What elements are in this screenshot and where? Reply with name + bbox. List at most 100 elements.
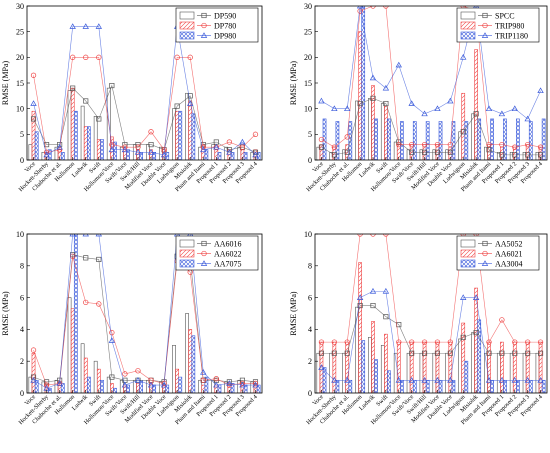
line-marker: [252, 380, 259, 387]
y-tick-label: 30: [16, 2, 24, 11]
line-marker: [434, 350, 440, 356]
legend-swatch: [460, 21, 476, 30]
axes-frame: [314, 233, 548, 394]
legend-label: TRIP1180: [495, 32, 528, 41]
line-marker: [70, 54, 76, 60]
y-axis-label: RMSE (MPa): [289, 61, 298, 106]
line-marker: [434, 141, 441, 148]
line-marker: [147, 381, 155, 388]
line-marker: [200, 369, 207, 375]
y-tick-label: 20: [304, 53, 312, 62]
line-marker: [486, 147, 492, 153]
bar: [188, 329, 193, 393]
y-tick-label: 8: [20, 262, 24, 271]
line-marker: [422, 350, 428, 356]
bar: [332, 341, 337, 393]
line-marker: [409, 141, 415, 148]
line-marker: [486, 339, 492, 345]
line-marker: [344, 376, 351, 383]
line-marker: [109, 374, 115, 380]
bar: [525, 341, 530, 393]
bar: [522, 352, 527, 393]
line-marker: [239, 138, 246, 145]
line-marker: [56, 380, 63, 386]
bar: [80, 343, 85, 393]
line-marker: [537, 376, 544, 383]
bar: [175, 368, 180, 393]
line-marker: [82, 23, 89, 29]
legend-marker: [200, 260, 208, 266]
legend-swatch: [460, 11, 476, 20]
bar: [406, 352, 411, 393]
bar: [175, 110, 180, 160]
line-marker: [395, 376, 402, 383]
bar: [371, 85, 375, 160]
series-line: [33, 234, 256, 389]
line-marker: [356, 6, 364, 9]
y-tick-label: 25: [16, 27, 24, 36]
bar: [119, 146, 124, 160]
bar: [474, 49, 478, 160]
line-marker: [213, 376, 219, 382]
line-marker: [147, 148, 155, 155]
line-marker: [344, 339, 350, 345]
legend-marker: [200, 32, 208, 38]
line-marker: [344, 134, 350, 140]
bar: [322, 118, 327, 160]
line-marker: [239, 380, 246, 387]
bar: [100, 139, 104, 160]
line-marker: [43, 151, 50, 158]
bar: [464, 360, 469, 393]
bar: [80, 105, 85, 160]
line-marker: [369, 74, 377, 81]
line-marker: [421, 376, 428, 383]
series-line: [321, 6, 541, 120]
line-marker: [421, 339, 428, 345]
line-marker: [135, 368, 141, 374]
bar: [464, 121, 469, 160]
line-marker: [226, 148, 233, 155]
bar: [361, 6, 366, 160]
bar: [342, 352, 346, 393]
y-tick-label: 6: [20, 293, 24, 302]
legend-label: DP590: [214, 12, 236, 21]
line-marker: [83, 299, 89, 306]
y-axis-label: RMSE (MPa): [289, 291, 298, 336]
line-marker: [252, 131, 259, 137]
line-marker: [382, 287, 390, 294]
line-marker: [357, 100, 363, 107]
line-marker: [357, 8, 363, 14]
line-marker: [121, 381, 129, 388]
line-marker: [511, 376, 518, 383]
bar: [113, 141, 117, 160]
line-marker: [30, 100, 37, 106]
bar: [83, 126, 88, 160]
line-marker: [318, 144, 324, 150]
line-marker: [186, 100, 194, 106]
line-marker: [524, 376, 531, 383]
bar: [461, 322, 466, 393]
line-marker: [473, 330, 479, 336]
legend-marker: [482, 240, 488, 247]
bar: [96, 368, 101, 393]
line-marker: [382, 84, 390, 91]
line-marker: [331, 376, 338, 383]
line-marker: [485, 376, 493, 383]
legend-label: AA6021: [495, 250, 523, 259]
bar: [83, 357, 88, 393]
bar: [374, 118, 378, 160]
legend-label: AA6016: [214, 240, 242, 249]
line-marker: [226, 380, 233, 386]
bar: [380, 103, 385, 160]
bar: [100, 379, 104, 393]
bar: [461, 92, 466, 160]
line-marker: [30, 347, 37, 353]
bar: [358, 31, 362, 160]
bar: [256, 152, 261, 160]
line-marker: [187, 54, 193, 60]
y-tick-label: 0: [20, 156, 24, 165]
line-marker: [512, 350, 518, 356]
bar: [178, 110, 183, 160]
